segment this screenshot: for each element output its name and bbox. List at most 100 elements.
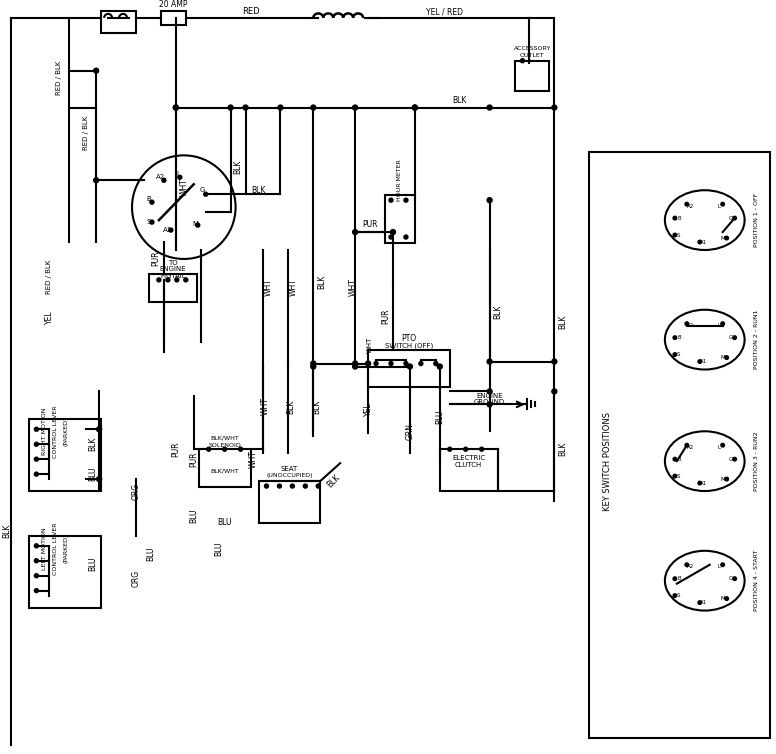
Circle shape bbox=[552, 105, 557, 110]
Text: BLK: BLK bbox=[325, 473, 341, 489]
Text: POSITION 2 - RUN1: POSITION 2 - RUN1 bbox=[754, 310, 759, 369]
Circle shape bbox=[673, 458, 677, 461]
Circle shape bbox=[721, 443, 725, 447]
Text: POSITION 4 - START: POSITION 4 - START bbox=[754, 550, 759, 611]
Circle shape bbox=[94, 178, 99, 182]
Text: A2: A2 bbox=[688, 445, 695, 449]
Text: S: S bbox=[677, 352, 681, 357]
Text: BLU: BLU bbox=[214, 541, 223, 556]
Text: OUTLET: OUTLET bbox=[520, 54, 545, 58]
Text: SEAT: SEAT bbox=[281, 466, 298, 472]
Circle shape bbox=[673, 577, 677, 581]
Text: WHT: WHT bbox=[289, 278, 298, 296]
Text: A2: A2 bbox=[156, 174, 165, 180]
Text: PUR: PUR bbox=[151, 250, 161, 265]
Circle shape bbox=[673, 353, 677, 357]
Bar bbox=[161, 11, 185, 25]
Circle shape bbox=[673, 474, 677, 478]
Text: BLU: BLU bbox=[435, 409, 445, 424]
Text: PUR: PUR bbox=[171, 441, 180, 457]
Text: YEL / RED: YEL / RED bbox=[426, 8, 463, 17]
Circle shape bbox=[389, 198, 393, 202]
Circle shape bbox=[303, 484, 307, 488]
Circle shape bbox=[34, 544, 38, 548]
Text: BLK/WHT: BLK/WHT bbox=[210, 469, 239, 474]
Text: BLK: BLK bbox=[2, 524, 11, 538]
Circle shape bbox=[698, 481, 702, 485]
Bar bbox=[589, 152, 771, 738]
Circle shape bbox=[196, 223, 199, 227]
Text: A2: A2 bbox=[688, 564, 695, 569]
Circle shape bbox=[407, 364, 412, 369]
Text: BLU: BLU bbox=[88, 556, 98, 571]
Text: A1: A1 bbox=[163, 227, 172, 233]
Circle shape bbox=[487, 402, 492, 407]
Circle shape bbox=[448, 447, 452, 451]
Circle shape bbox=[419, 362, 423, 366]
Circle shape bbox=[721, 563, 725, 566]
Circle shape bbox=[175, 278, 178, 282]
Circle shape bbox=[434, 362, 438, 366]
Circle shape bbox=[228, 105, 233, 110]
Circle shape bbox=[169, 228, 173, 232]
Circle shape bbox=[173, 105, 178, 110]
Text: GROUND: GROUND bbox=[474, 400, 505, 406]
Circle shape bbox=[521, 59, 525, 63]
Circle shape bbox=[206, 447, 211, 451]
Text: G: G bbox=[729, 457, 733, 461]
Bar bbox=[29, 536, 101, 608]
Bar bbox=[368, 350, 450, 388]
Text: PUR: PUR bbox=[362, 219, 378, 228]
Circle shape bbox=[278, 105, 283, 110]
Circle shape bbox=[733, 458, 736, 461]
Circle shape bbox=[725, 236, 729, 240]
Circle shape bbox=[685, 202, 688, 206]
Text: PUR: PUR bbox=[382, 309, 390, 324]
Circle shape bbox=[352, 361, 358, 366]
Text: (PARKED): (PARKED) bbox=[64, 416, 69, 446]
Text: M: M bbox=[720, 355, 725, 360]
Circle shape bbox=[34, 443, 38, 446]
Text: B: B bbox=[677, 576, 681, 581]
Circle shape bbox=[673, 233, 677, 237]
Text: WHT: WHT bbox=[348, 278, 358, 296]
Circle shape bbox=[685, 443, 688, 447]
Circle shape bbox=[173, 105, 178, 110]
Circle shape bbox=[374, 362, 378, 366]
Circle shape bbox=[733, 336, 736, 339]
Circle shape bbox=[389, 362, 393, 366]
Circle shape bbox=[157, 278, 161, 282]
Text: BLK: BLK bbox=[312, 399, 320, 413]
Text: ORG: ORG bbox=[131, 570, 140, 587]
Text: S: S bbox=[677, 474, 681, 479]
Text: A1: A1 bbox=[700, 600, 708, 605]
Text: B: B bbox=[147, 196, 151, 202]
Text: WHT: WHT bbox=[261, 397, 270, 415]
Text: YEL: YEL bbox=[45, 310, 54, 323]
Circle shape bbox=[389, 235, 393, 239]
Text: BLK: BLK bbox=[88, 437, 98, 452]
Text: G: G bbox=[729, 335, 733, 340]
Text: HOUR METER: HOUR METER bbox=[397, 159, 403, 201]
Circle shape bbox=[265, 484, 268, 488]
Text: SWITCH (OFF): SWITCH (OFF) bbox=[385, 342, 433, 349]
Text: BLU: BLU bbox=[189, 509, 198, 523]
Text: YEL: YEL bbox=[364, 403, 372, 416]
Circle shape bbox=[243, 105, 248, 110]
Circle shape bbox=[204, 192, 208, 196]
Circle shape bbox=[34, 589, 38, 593]
Circle shape bbox=[311, 364, 316, 369]
Circle shape bbox=[34, 574, 38, 578]
Circle shape bbox=[480, 447, 483, 451]
Circle shape bbox=[487, 389, 492, 394]
Text: BLK: BLK bbox=[558, 442, 566, 456]
Circle shape bbox=[725, 597, 729, 600]
Bar bbox=[440, 449, 497, 491]
Text: BLK: BLK bbox=[452, 96, 467, 105]
Circle shape bbox=[725, 356, 729, 360]
Ellipse shape bbox=[665, 431, 745, 491]
Circle shape bbox=[150, 220, 154, 224]
Text: 20 AMP: 20 AMP bbox=[158, 1, 187, 10]
Text: SOLENOID: SOLENOID bbox=[208, 443, 241, 448]
Circle shape bbox=[311, 361, 316, 366]
